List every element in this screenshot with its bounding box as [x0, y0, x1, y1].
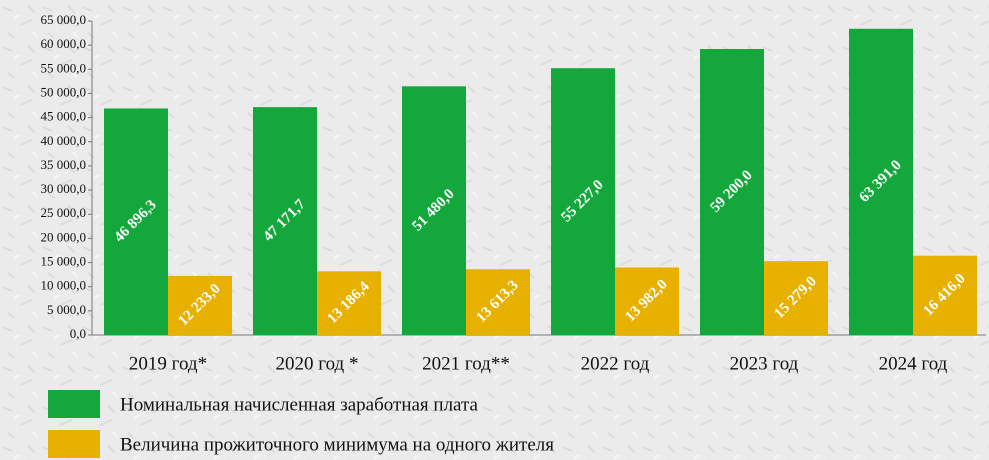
bar: [849, 28, 913, 336]
y-tick-label: 40 000,0: [41, 133, 87, 148]
y-tick-label: 35 000,0: [41, 157, 87, 172]
bar: [104, 108, 168, 335]
bar: [700, 49, 764, 335]
legend-label: Номинальная начисленная заработная плата: [120, 394, 479, 415]
legend-swatch: [48, 430, 100, 458]
y-tick-label: 20 000,0: [41, 229, 87, 244]
y-tick-label: 60 000,0: [41, 36, 87, 51]
bar: [253, 107, 317, 335]
y-tick-label: 50 000,0: [41, 84, 87, 99]
y-tick-label: 10 000,0: [41, 278, 87, 293]
x-tick-label: 2024 год: [879, 353, 948, 374]
x-tick-label: 2023 год: [730, 353, 799, 374]
bar: [402, 86, 466, 335]
bar: [317, 271, 381, 335]
y-tick-label: 30 000,0: [41, 181, 87, 196]
y-tick-label: 0,0: [70, 326, 86, 341]
y-tick-label: 5 000,0: [47, 302, 86, 317]
bar: [168, 275, 232, 335]
legend-label: Величина прожиточного минимума на одного…: [120, 434, 554, 455]
y-tick-label: 65 000,0: [41, 12, 87, 27]
y-tick-label: 55 000,0: [41, 60, 87, 75]
bar: [913, 255, 977, 335]
x-tick-label: 2019 год*: [129, 353, 207, 374]
x-tick-label: 2020 год *: [276, 353, 359, 374]
y-tick-label: 45 000,0: [41, 109, 87, 124]
bar: [615, 267, 679, 335]
bar: [764, 261, 828, 335]
x-tick-label: 2021 год**: [422, 353, 510, 374]
y-tick-label: 15 000,0: [41, 254, 87, 269]
legend-swatch: [48, 390, 100, 418]
y-tick-label: 25 000,0: [41, 205, 87, 220]
bar: [551, 68, 615, 335]
x-tick-label: 2022 год: [581, 353, 650, 374]
bar: [466, 269, 530, 335]
